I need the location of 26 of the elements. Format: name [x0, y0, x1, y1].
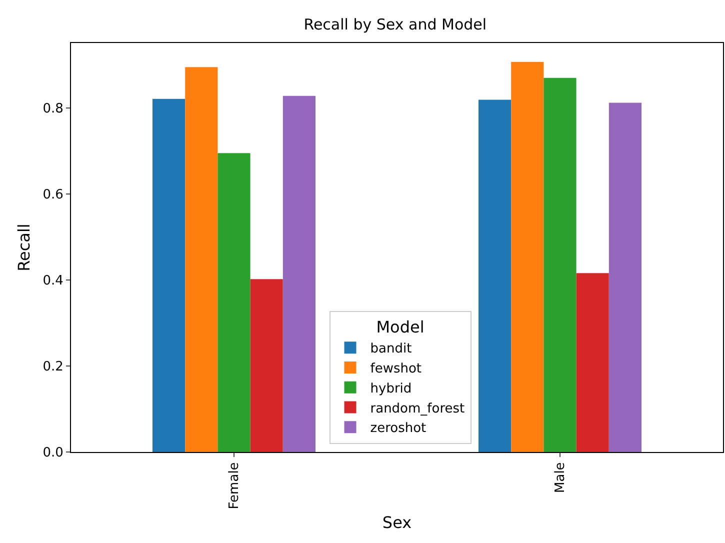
legend-label: fewshot — [370, 362, 422, 377]
legend-title: Model — [376, 318, 424, 337]
y-tick-label: 0.2 — [42, 360, 64, 375]
legend-label: random_forest — [370, 401, 465, 416]
bar — [185, 67, 218, 452]
y-tick-label: 0.6 — [42, 188, 64, 203]
bar — [282, 96, 316, 452]
bar — [576, 273, 609, 452]
x-tick-label: Male — [553, 462, 568, 493]
y-tick-label: 0.8 — [42, 101, 64, 116]
legend-label: hybrid — [370, 381, 412, 396]
bar — [544, 78, 576, 452]
y-axis-title: Recall — [14, 224, 34, 272]
bar — [152, 98, 186, 452]
bar — [608, 102, 642, 452]
legend-label: bandit — [370, 342, 412, 357]
chart-title: Recall by Sex and Model — [304, 16, 487, 34]
bar — [250, 279, 283, 452]
y-tick-label: 0.4 — [42, 274, 64, 289]
x-tick-label: Female — [227, 462, 242, 510]
bar — [478, 100, 512, 452]
legend-label: zeroshot — [370, 421, 426, 436]
y-tick-label: 0.0 — [42, 446, 64, 461]
bar — [218, 153, 250, 452]
x-axis-title: Sex — [382, 512, 412, 532]
bar — [511, 62, 544, 452]
